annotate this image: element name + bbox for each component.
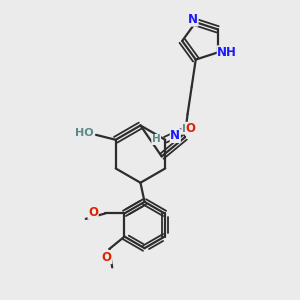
Text: H: H <box>182 124 190 134</box>
Text: N: N <box>188 13 198 26</box>
Text: NH: NH <box>217 46 237 59</box>
Text: HO: HO <box>75 128 94 139</box>
Text: O: O <box>186 122 196 135</box>
Text: H: H <box>152 134 161 145</box>
Text: O: O <box>88 206 98 218</box>
Text: N: N <box>170 129 180 142</box>
Text: O: O <box>102 250 112 263</box>
